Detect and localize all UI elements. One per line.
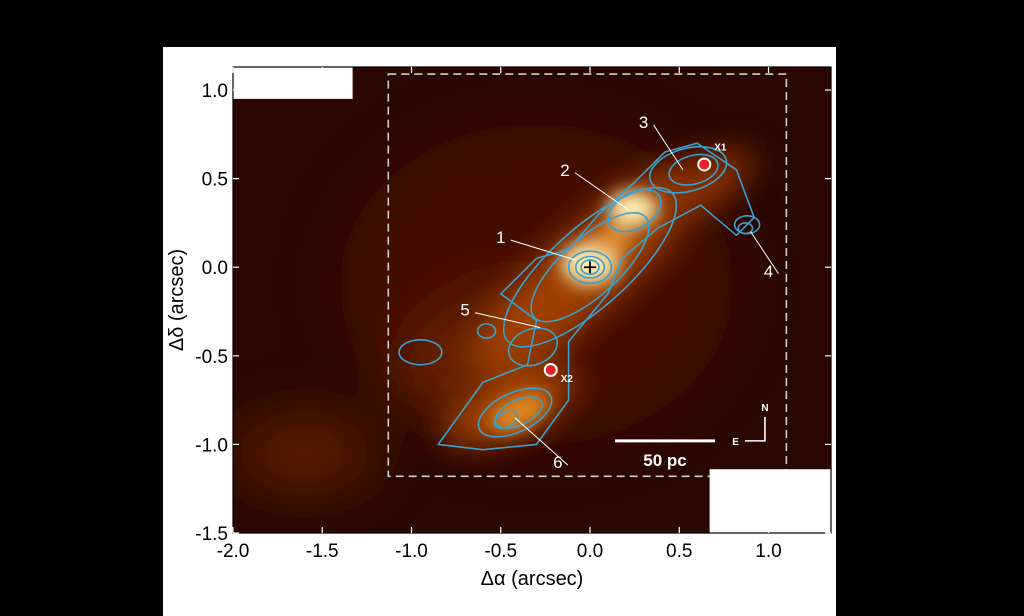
- dashed-region-box: [387, 73, 788, 478]
- compass-arrows: [744, 416, 766, 442]
- x-tick-label: -0.5: [484, 541, 517, 562]
- y-tick-label: -0.5: [195, 347, 228, 368]
- contour-13: [494, 396, 543, 429]
- source-x2-marker: [543, 362, 558, 377]
- contour-envelope: [437, 142, 755, 451]
- contour-10: [737, 222, 754, 235]
- y-tick-label: -1.0: [195, 435, 228, 456]
- contour-16: [476, 323, 497, 339]
- contour-14: [493, 410, 519, 429]
- corner-mask-bottom-right: [709, 469, 831, 533]
- contour-15: [398, 338, 443, 366]
- y-axis-title: Δδ (arcsec): [166, 249, 188, 351]
- y-tick-label: 1.0: [202, 81, 228, 102]
- region-6-leader: [514, 417, 569, 466]
- source-x1-label: X1: [714, 142, 727, 153]
- emission-map: [233, 67, 831, 533]
- x-axis-title: Δα (arcsec): [481, 568, 584, 590]
- region-3-leader: [653, 124, 684, 171]
- plot-frame: [232, 66, 832, 534]
- scale-bar-label: 50 pc: [643, 451, 686, 470]
- x-tick-label: 0.0: [577, 541, 603, 562]
- compass-east-label: E: [732, 437, 739, 448]
- region-4-label: 4: [764, 262, 773, 281]
- contour-lines: [398, 142, 761, 451]
- contour-11: [507, 327, 558, 367]
- region-3-label: 3: [639, 113, 648, 132]
- axes: -2.0 -1.5 -1.0 -0.5 0.0 0.5 1.01.00.50.0-0.5-1…: [166, 66, 832, 590]
- contour-7: [649, 145, 728, 194]
- y-tick-label: -1.5: [195, 524, 228, 545]
- x-tick-label: 1.0: [755, 541, 781, 562]
- contour-4: [574, 255, 606, 279]
- region-1-label: 1: [496, 228, 505, 247]
- region-5-leader: [474, 312, 541, 328]
- region-6-label: 6: [553, 453, 562, 472]
- emission-blob-sw: [233, 417, 376, 489]
- region-5-label: 5: [460, 301, 469, 320]
- y-tick-label: 0.5: [202, 170, 228, 191]
- figure-panel: 1 2 3 4 5 6 X1 X2 50 pc N E -2.0 -1.5 -1.0 -0.5 0.0 0.5…: [163, 47, 836, 616]
- contour-5: [580, 259, 600, 276]
- region-2-label: 2: [560, 161, 569, 180]
- annotations-layer: 1 2 3 4 5 6 X1 X2 50 pc N E: [233, 67, 831, 533]
- contour-3: [567, 250, 613, 285]
- region-4-leader: [750, 231, 779, 275]
- contour-8: [668, 153, 719, 186]
- nucleus-marker: [584, 261, 597, 274]
- x-tick-label: 0.5: [666, 541, 692, 562]
- knot-6: [488, 392, 549, 433]
- x-tick-label: -1.0: [395, 541, 428, 562]
- compass-north-label: N: [761, 403, 768, 414]
- x-tick-label: -1.5: [306, 541, 339, 562]
- corner-mask-top-left: [233, 67, 353, 99]
- region-1-leader: [510, 239, 576, 261]
- x-tick-label: -2.0: [217, 541, 250, 562]
- contour-12: [477, 387, 553, 438]
- source-x1-marker: [697, 157, 712, 172]
- knot-bridge: [590, 226, 633, 255]
- y-tick-label: 0.0: [202, 258, 228, 279]
- contour-6: [607, 188, 662, 233]
- source-x2-label: X2: [561, 374, 574, 385]
- region-2-leader: [574, 172, 630, 211]
